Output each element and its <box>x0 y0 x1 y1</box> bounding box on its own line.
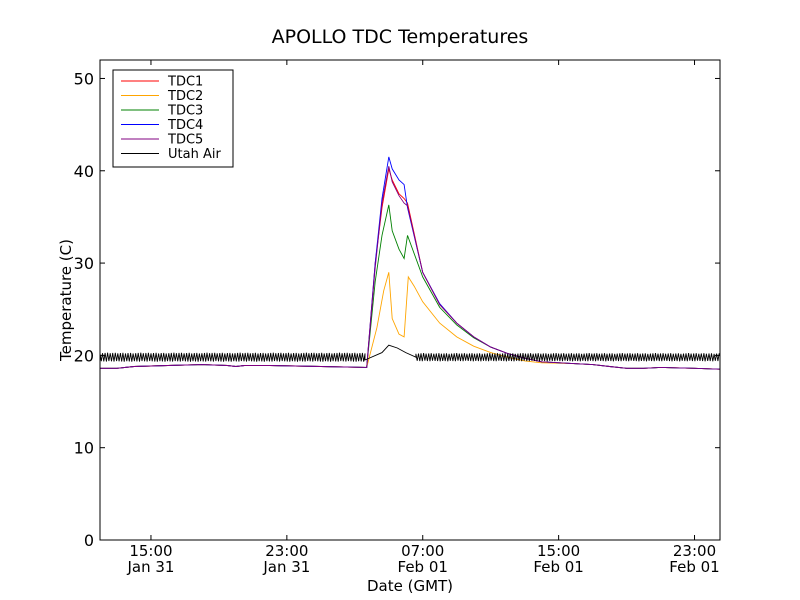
x-tick-label-time: 15:00 <box>129 542 172 560</box>
legend-label: TDC2 <box>167 89 203 104</box>
x-tick-label-date: Feb 01 <box>669 558 719 576</box>
y-tick-label: 30 <box>74 254 94 273</box>
y-tick-label: 40 <box>74 162 94 181</box>
series-line-utah-air <box>99 344 720 362</box>
y-tick-label: 50 <box>74 69 94 88</box>
y-tick-label: 20 <box>74 346 94 365</box>
legend-label: TDC5 <box>167 133 203 148</box>
series-layer <box>99 156 721 370</box>
series-line-tdc3 <box>100 204 721 370</box>
x-axis-label: Date (GMT) <box>366 577 454 595</box>
series-line-tdc1 <box>100 168 721 370</box>
plot-frame <box>99 59 721 541</box>
x-tick-label-date: Feb 01 <box>398 558 448 576</box>
x-tick-label-date: Jan 31 <box>126 558 174 576</box>
series-line-tdc4 <box>100 156 721 370</box>
legend-label: TDC4 <box>167 118 203 133</box>
legend-box <box>112 69 234 168</box>
y-tick-label: 10 <box>74 439 94 458</box>
legend-label: TDC3 <box>167 104 203 119</box>
x-tick-label-date: Jan 31 <box>262 558 310 576</box>
x-tick-label-time: 15:00 <box>537 542 580 560</box>
legend-label: TDC1 <box>167 75 203 90</box>
x-tick-label-time: 23:00 <box>265 542 308 560</box>
x-tick-label-date: Feb 01 <box>533 558 583 576</box>
chart-title: APOLLO TDC Temperatures <box>271 26 529 48</box>
x-tick-label-time: 07:00 <box>401 542 444 560</box>
legend-label: Utah Air <box>168 147 221 162</box>
x-tick-label-time: 23:00 <box>673 542 716 560</box>
series-line-tdc5 <box>100 166 721 370</box>
y-tick-label: 0 <box>84 531 94 550</box>
